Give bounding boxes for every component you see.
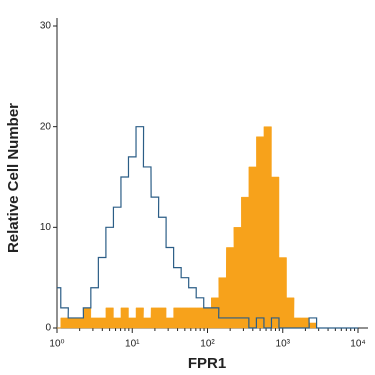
histogram-area <box>57 126 358 329</box>
x-tick-label: 10¹ <box>125 339 140 350</box>
x-tick-label: 10⁰ <box>49 339 64 350</box>
histogram-line <box>57 126 358 329</box>
y-tick-label: 0 <box>45 323 51 334</box>
x-tick-label: 10² <box>200 339 215 350</box>
y-axis-title: Relative Cell Number <box>5 103 22 253</box>
y-tick-label: 20 <box>40 121 52 132</box>
y-tick-label: 30 <box>40 21 52 32</box>
x-axis-title: FPR1 <box>188 355 226 372</box>
x-tick-label: 10⁴ <box>350 339 365 350</box>
y-tick-label: 10 <box>40 222 52 233</box>
x-tick-label: 10³ <box>276 339 291 350</box>
